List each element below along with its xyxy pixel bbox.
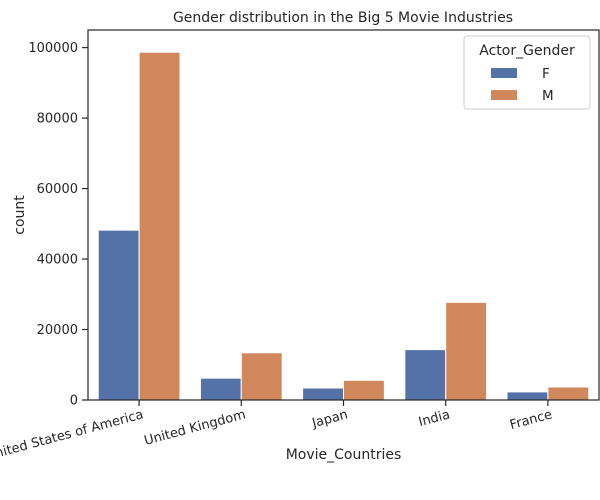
bar-M-3 (445, 301, 488, 401)
bar-M-1 (240, 352, 283, 401)
legend-swatch-F (491, 68, 517, 78)
bar-F-2 (302, 387, 344, 401)
bar-F-1 (199, 377, 242, 401)
legend-title: Actor_Gender (479, 43, 575, 59)
x-tick-label: United States of America (0, 407, 145, 464)
y-axis-label: count (12, 195, 28, 235)
y-tick-label: 0 (70, 394, 78, 409)
bar-F-4 (506, 391, 549, 401)
x-axis-label: Movie_Countries (286, 447, 402, 463)
plot-frame (87, 29, 600, 401)
x-tick-label: India (417, 407, 452, 430)
y-tick-label: 40000 (37, 253, 78, 268)
y-tick-label: 20000 (37, 323, 78, 338)
x-tick-label: United Kingdom (143, 407, 248, 448)
y-tick-label: 80000 (37, 112, 78, 127)
chart-title: Gender distribution in the Big 5 Movie I… (173, 10, 513, 26)
legend: Actor_Gender FM (463, 35, 591, 110)
bar-M-4 (547, 386, 590, 401)
legend-label-M: M (542, 88, 554, 104)
y-tick-label: 60000 (37, 182, 78, 197)
bar-F-3 (404, 349, 447, 401)
legend-swatch-M (491, 90, 517, 100)
bar-M-2 (343, 379, 385, 401)
y-axis: 0 20000 40000 60000 80000 100000 (28, 41, 88, 409)
legend-label-F: F (542, 66, 550, 82)
x-tick-label: France (508, 407, 554, 433)
x-tick-label: Japan (310, 407, 350, 431)
bar-M-0 (138, 51, 181, 401)
bars-group (97, 51, 590, 401)
y-tick-label: 100000 (28, 41, 78, 56)
bar-F-0 (97, 229, 140, 401)
